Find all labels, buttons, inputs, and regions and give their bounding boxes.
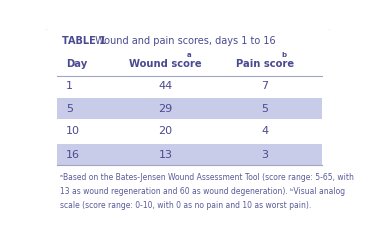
Text: 44: 44 [158, 81, 172, 91]
Text: Pain score: Pain score [236, 59, 294, 69]
Text: TABLE 1: TABLE 1 [62, 36, 105, 46]
Text: 13: 13 [158, 150, 172, 160]
Text: 5: 5 [261, 104, 268, 114]
Text: 16: 16 [66, 150, 80, 160]
Text: 4: 4 [261, 126, 268, 136]
Text: 20: 20 [158, 126, 172, 136]
Text: 29: 29 [158, 104, 172, 114]
Text: ᵃBased on the Bates-Jensen Wound Assessment Tool (score range: 5-65, with: ᵃBased on the Bates-Jensen Wound Assessm… [60, 173, 354, 182]
Text: 7: 7 [261, 81, 268, 91]
Text: a: a [187, 52, 192, 58]
Text: scale (score range: 0-10, with 0 as no pain and 10 as worst pain).: scale (score range: 0-10, with 0 as no p… [60, 201, 311, 210]
Text: Wound and pain scores, days 1 to 16: Wound and pain scores, days 1 to 16 [92, 36, 275, 46]
Text: Day: Day [66, 59, 87, 69]
FancyBboxPatch shape [57, 98, 322, 119]
Text: b: b [281, 52, 287, 58]
Text: 1: 1 [66, 81, 73, 91]
Text: 13 as wound regeneration and 60 as wound degeneration). ᵇVisual analog: 13 as wound regeneration and 60 as wound… [60, 187, 345, 196]
FancyBboxPatch shape [44, 28, 332, 217]
Text: 5: 5 [66, 104, 73, 114]
FancyBboxPatch shape [57, 144, 322, 165]
Text: 10: 10 [66, 126, 80, 136]
Text: 3: 3 [261, 150, 268, 160]
Text: Wound score: Wound score [129, 59, 201, 69]
